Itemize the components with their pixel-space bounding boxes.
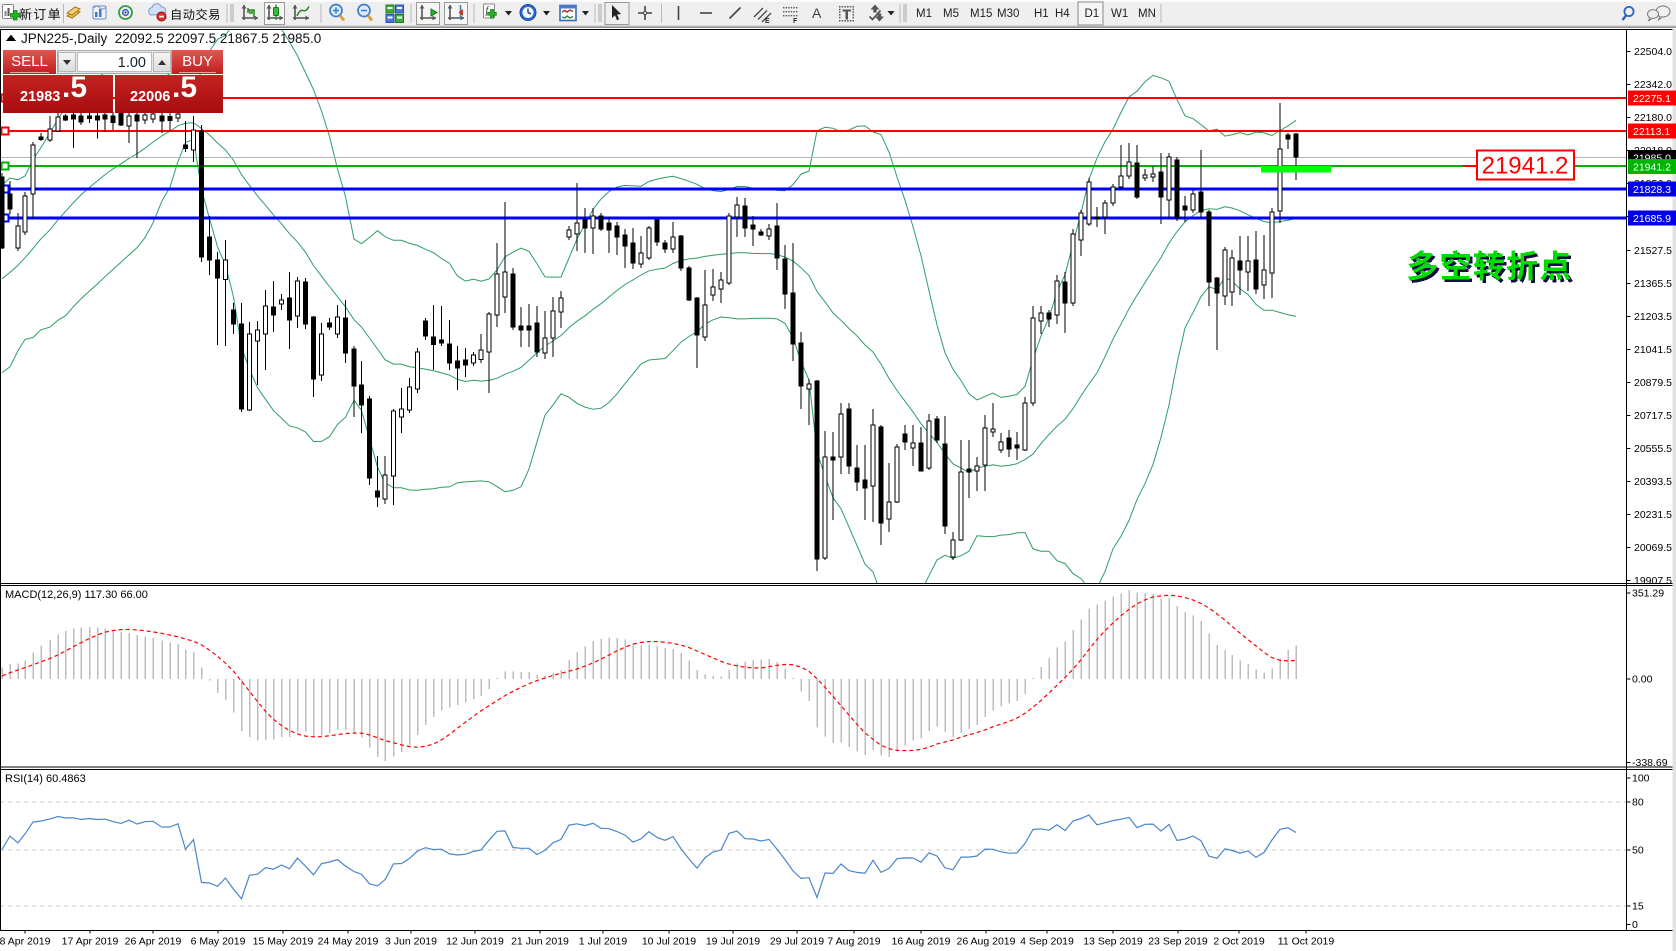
svg-text:20069.5: 20069.5	[1634, 542, 1672, 554]
svg-text:19907.5: 19907.5	[1634, 575, 1672, 587]
svg-text:20231.5: 20231.5	[1634, 509, 1672, 521]
svg-text:16 Aug 2019: 16 Aug 2019	[892, 936, 951, 948]
svg-text:20717.5: 20717.5	[1634, 410, 1672, 422]
svg-text:21527.5: 21527.5	[1634, 245, 1672, 257]
svg-text:23 Sep 2019: 23 Sep 2019	[1148, 936, 1208, 948]
svg-text:D1: D1	[1085, 8, 1100, 20]
svg-text:4 Sep 2019: 4 Sep 2019	[1020, 936, 1074, 948]
svg-text:10 Jul 2019: 10 Jul 2019	[642, 936, 696, 948]
svg-text:22504.0: 22504.0	[1634, 46, 1672, 58]
svg-text:M1: M1	[916, 8, 932, 20]
svg-text:351.29: 351.29	[1632, 588, 1664, 600]
svg-text:M15: M15	[970, 8, 992, 20]
svg-text:2 Oct 2019: 2 Oct 2019	[1213, 936, 1265, 948]
svg-text:15: 15	[1632, 901, 1644, 913]
svg-text:21828.3: 21828.3	[1633, 184, 1671, 196]
svg-text:-338.69: -338.69	[1632, 757, 1668, 769]
svg-text:7 Aug 2019: 7 Aug 2019	[827, 936, 880, 948]
svg-text:1 Jul 2019: 1 Jul 2019	[579, 936, 628, 948]
svg-text:20555.5: 20555.5	[1634, 443, 1672, 455]
svg-text:21941.2: 21941.2	[1633, 162, 1671, 174]
svg-text:22113.1: 22113.1	[1633, 126, 1670, 138]
svg-text:21 Jun 2019: 21 Jun 2019	[511, 936, 569, 948]
svg-text:24 May 2019: 24 May 2019	[318, 936, 379, 948]
svg-text:29 Jul 2019: 29 Jul 2019	[770, 936, 824, 948]
svg-text:80: 80	[1632, 797, 1644, 809]
svg-text:M5: M5	[943, 8, 959, 20]
svg-text:H4: H4	[1055, 8, 1070, 20]
svg-text:26 Aug 2019: 26 Aug 2019	[957, 936, 1016, 948]
svg-text:E: E	[765, 18, 770, 25]
svg-text:RSI(14) 60.4863: RSI(14) 60.4863	[5, 773, 86, 785]
svg-text:H1: H1	[1034, 8, 1049, 20]
svg-text:21041.5: 21041.5	[1634, 344, 1672, 356]
svg-text:15 May 2019: 15 May 2019	[253, 936, 314, 948]
svg-text:0.00: 0.00	[1632, 673, 1653, 685]
svg-text:MN: MN	[1138, 8, 1156, 20]
svg-text:19 Jul 2019: 19 Jul 2019	[706, 936, 760, 948]
svg-text:f: f	[486, 6, 490, 17]
svg-text:22180.0: 22180.0	[1634, 112, 1672, 124]
svg-text:20879.5: 20879.5	[1634, 377, 1672, 389]
svg-text:21203.5: 21203.5	[1634, 311, 1672, 323]
svg-text:8 Apr 2019: 8 Apr 2019	[0, 936, 51, 948]
svg-text:21365.5: 21365.5	[1634, 278, 1672, 290]
svg-text:11 Oct 2019: 11 Oct 2019	[1278, 936, 1335, 948]
svg-text:22342.0: 22342.0	[1634, 79, 1672, 91]
svg-text:50: 50	[1632, 845, 1644, 857]
svg-text:100: 100	[1632, 773, 1650, 785]
svg-text:17 Apr 2019: 17 Apr 2019	[62, 936, 119, 948]
svg-text:JPN225-,Daily 22092.5 22097.5: JPN225-,Daily 22092.5 22097.5 21867.5 21…	[21, 31, 321, 46]
svg-text:MACD(12,26,9) 117.30 66.00: MACD(12,26,9) 117.30 66.00	[5, 589, 148, 601]
svg-text:13 Sep 2019: 13 Sep 2019	[1083, 936, 1143, 948]
svg-text:6 May 2019: 6 May 2019	[191, 936, 246, 948]
svg-text:21685.9: 21685.9	[1633, 213, 1671, 225]
svg-text:M30: M30	[997, 8, 1019, 20]
svg-text:21941.2: 21941.2	[1482, 153, 1569, 180]
svg-text:12 Jun 2019: 12 Jun 2019	[446, 936, 504, 948]
svg-text:20393.5: 20393.5	[1634, 476, 1672, 488]
svg-text:W1: W1	[1111, 8, 1128, 20]
svg-text:F: F	[793, 18, 798, 25]
svg-text:A: A	[812, 5, 822, 21]
svg-text:0: 0	[1632, 919, 1638, 931]
svg-text:26 Apr 2019: 26 Apr 2019	[125, 936, 182, 948]
svg-text:22275.1: 22275.1	[1633, 93, 1671, 105]
svg-text:3 Jun 2019: 3 Jun 2019	[385, 936, 437, 948]
